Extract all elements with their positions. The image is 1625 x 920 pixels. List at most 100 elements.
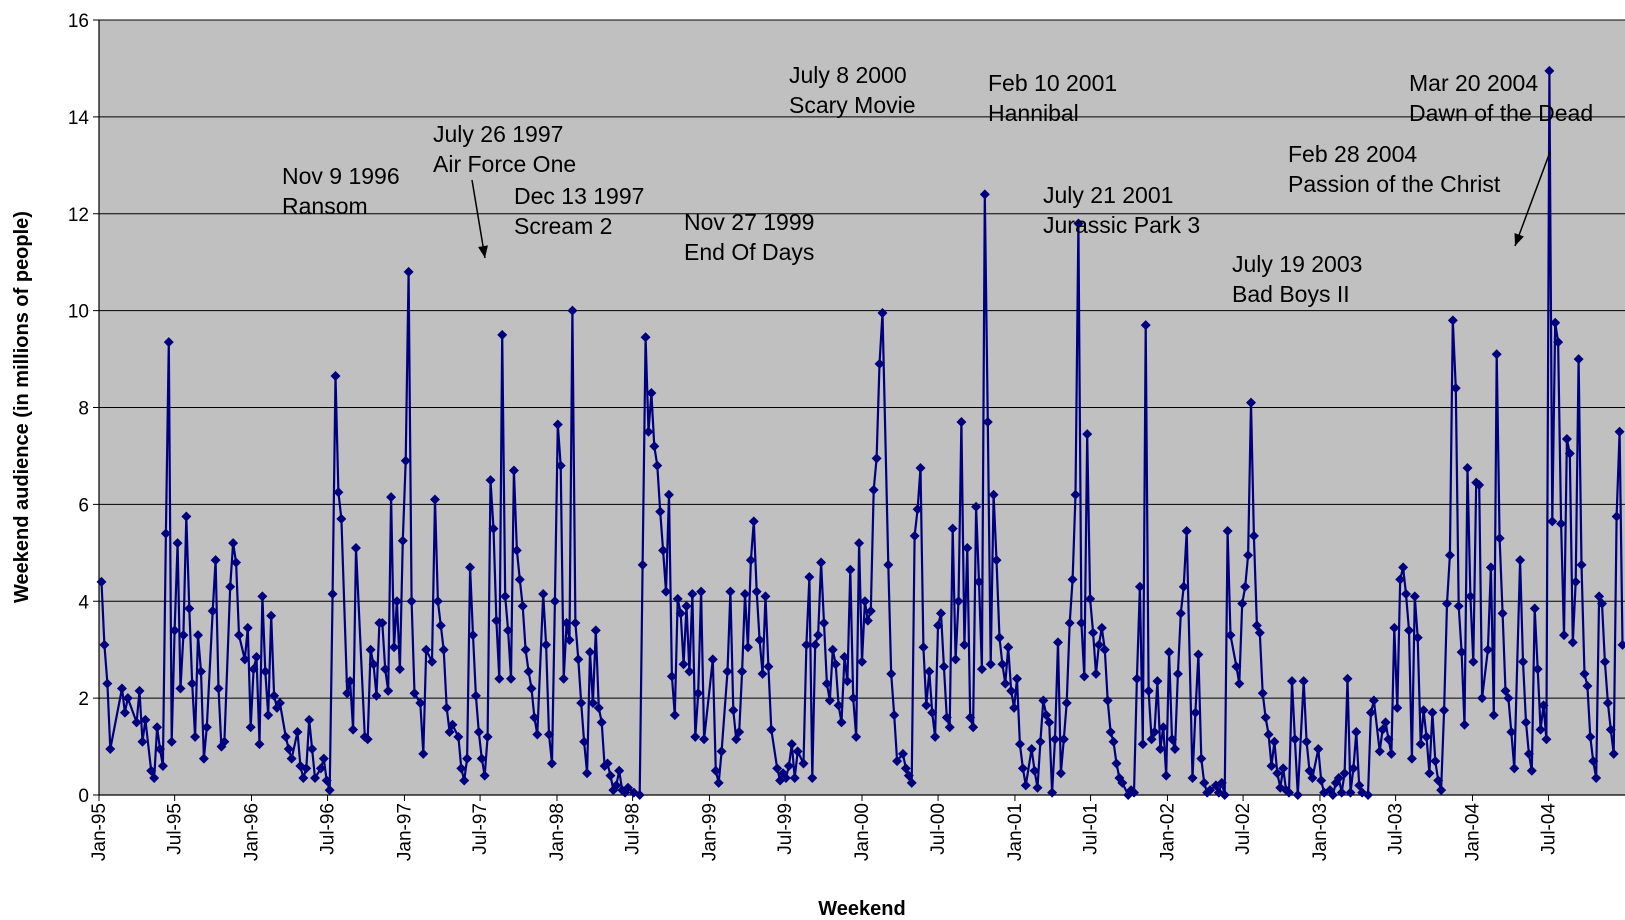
data-point <box>652 460 663 471</box>
data-point <box>991 555 1002 566</box>
data-point <box>1518 656 1529 667</box>
data-point <box>927 707 938 718</box>
data-point <box>1096 622 1107 633</box>
annotation: July 19 2003 Bad Boys II <box>1232 251 1362 307</box>
annotation: Feb 10 2001 Hannibal <box>988 70 1117 126</box>
data-point <box>640 332 651 343</box>
x-axis: Jan-95 Jul-95 Jan-96 Jul-96 Jan-97 Jul-97 Jan-… <box>89 794 1625 861</box>
x-tick-label: Jul-00 <box>928 803 949 855</box>
data-point <box>1082 429 1093 440</box>
data-point <box>587 697 598 708</box>
data-point <box>1494 533 1505 544</box>
annotation-movie: Hannibal <box>988 100 1079 126</box>
data-point <box>851 731 862 742</box>
data-point <box>593 702 604 713</box>
data-point <box>538 588 549 599</box>
data-point <box>933 620 944 631</box>
data-point <box>734 727 745 738</box>
annotation-movie: Scream 2 <box>514 213 612 239</box>
data-point <box>865 605 876 616</box>
data-point <box>228 538 239 549</box>
data-point <box>1012 673 1023 684</box>
data-point <box>1561 433 1572 444</box>
data-point <box>1254 627 1265 638</box>
data-point <box>286 753 297 764</box>
x-tick-label: Jul-98 <box>623 803 644 855</box>
data-point <box>1506 727 1517 738</box>
data-point <box>1602 697 1613 708</box>
data-point <box>754 635 765 645</box>
data-point <box>274 697 285 708</box>
data-point <box>1564 448 1575 459</box>
data-point <box>269 690 280 701</box>
data-point <box>839 651 850 662</box>
data-point <box>1301 736 1312 747</box>
data-point <box>403 266 414 277</box>
data-point <box>251 651 262 662</box>
data-point <box>438 644 449 655</box>
data-point <box>1190 707 1201 718</box>
data-point <box>1134 581 1145 592</box>
data-point <box>1102 695 1113 706</box>
x-tick-label: Jan-95 <box>89 803 110 861</box>
data-point <box>342 688 353 699</box>
data-point <box>956 417 967 428</box>
data-point <box>614 765 625 776</box>
data-point <box>1251 620 1262 631</box>
data-point <box>511 545 522 556</box>
data-point <box>1149 727 1160 738</box>
data-point <box>371 690 382 701</box>
data-point <box>971 501 982 512</box>
x-tick-label: Jul-02 <box>1233 803 1254 855</box>
data-point <box>883 559 894 570</box>
data-point <box>201 722 212 733</box>
data-point <box>1193 649 1204 660</box>
data-point <box>479 770 490 781</box>
data-point <box>602 758 613 769</box>
data-point <box>1395 574 1406 585</box>
y-axis-title: Weekend audience (in millions of people) <box>11 211 33 603</box>
y-tick-label: 12 <box>68 205 89 226</box>
data-point <box>965 712 976 723</box>
data-point <box>327 588 338 599</box>
data-point <box>611 780 622 791</box>
annotation: July 21 2001 Jurassic Park 3 <box>1043 182 1200 238</box>
annotation: Nov 9 1996 Ransom <box>282 163 400 219</box>
data-series <box>96 65 1625 800</box>
annotation-date: July 21 2001 <box>1043 182 1173 208</box>
data-point <box>1064 618 1075 629</box>
data-point <box>1500 685 1511 696</box>
data-point <box>1140 320 1151 331</box>
data-point <box>1032 782 1043 793</box>
data-point <box>181 511 192 522</box>
data-point <box>260 666 271 677</box>
data-point <box>789 773 800 784</box>
data-point <box>1544 65 1555 76</box>
data-point <box>175 683 186 694</box>
data-point <box>1014 739 1025 750</box>
data-point <box>1205 785 1216 796</box>
data-point <box>1292 790 1303 800</box>
data-point <box>637 559 648 570</box>
annotation-arrow <box>471 179 488 259</box>
data-point <box>892 756 903 767</box>
data-point <box>447 719 458 730</box>
data-point <box>506 673 517 684</box>
data-point <box>1284 787 1295 798</box>
data-point <box>634 790 645 800</box>
data-point <box>1047 787 1058 798</box>
data-point <box>549 596 560 607</box>
data-point <box>122 693 133 704</box>
data-point <box>655 506 666 517</box>
data-point <box>1263 729 1274 740</box>
data-point <box>321 775 332 786</box>
data-point <box>1532 664 1543 675</box>
data-point <box>988 489 999 500</box>
data-point <box>573 654 584 665</box>
data-point <box>930 731 941 742</box>
data-point <box>1576 559 1587 570</box>
annotation-movie: Scary Movie <box>789 92 916 118</box>
data-point <box>1409 591 1420 602</box>
data-point <box>801 639 812 650</box>
data-point <box>140 714 151 725</box>
